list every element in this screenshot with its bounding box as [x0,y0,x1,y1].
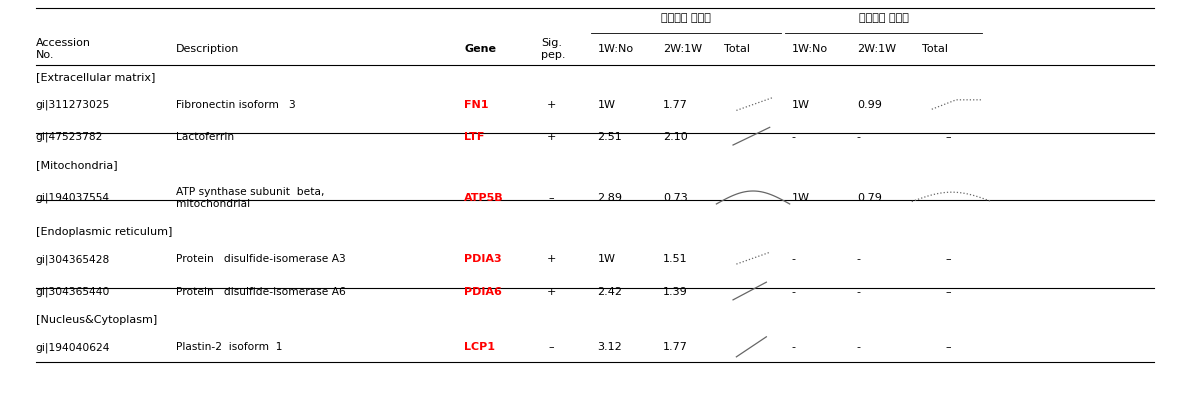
Text: [Nucleus&Cytoplasm]: [Nucleus&Cytoplasm] [36,315,157,325]
Text: ATP synthase subunit  beta,
mitochondrial: ATP synthase subunit beta, mitochondrial [176,187,325,209]
Text: Sig.
pep.: Sig. pep. [541,38,566,60]
Text: ATP5B: ATP5B [464,193,503,203]
Text: -: - [791,342,795,353]
Text: +: + [546,286,556,297]
Text: -: - [857,254,860,264]
Text: –: – [549,193,553,203]
Text: 1.51: 1.51 [663,254,688,264]
Text: gi|194040624: gi|194040624 [36,342,111,353]
Text: gi|194037554: gi|194037554 [36,193,109,203]
Text: Total: Total [724,44,750,54]
Text: 2.42: 2.42 [597,286,622,297]
Text: 2W:1W: 2W:1W [857,44,896,54]
Text: -: - [857,342,860,353]
Text: gi|47523782: gi|47523782 [36,132,104,142]
Text: 1.77: 1.77 [663,99,688,110]
Text: –: – [946,286,951,297]
Text: –: – [946,342,951,353]
Text: 2W:1W: 2W:1W [663,44,702,54]
Text: 1W:No: 1W:No [597,44,633,54]
Text: 연조직내 발현율: 연조직내 발현율 [662,13,710,23]
Text: 2.10: 2.10 [663,132,688,142]
Text: gi|304365428: gi|304365428 [36,254,109,264]
Text: 1.39: 1.39 [663,286,688,297]
Text: [Extracellular matrix]: [Extracellular matrix] [36,72,155,82]
Text: –: – [549,342,553,353]
Text: 1W: 1W [791,99,809,110]
Text: 1.77: 1.77 [663,342,688,353]
Text: +: + [546,132,556,142]
Text: [Endoplasmic reticulum]: [Endoplasmic reticulum] [36,227,173,237]
Text: 1W: 1W [791,193,809,203]
Text: PDIA6: PDIA6 [464,286,502,297]
Text: LTF: LTF [464,132,484,142]
Text: +: + [546,254,556,264]
Text: gi|304365440: gi|304365440 [36,286,109,297]
Text: Protein   disulfide-isomerase A3: Protein disulfide-isomerase A3 [176,254,346,264]
Text: Gene: Gene [464,44,496,54]
Text: Fibronectin isoform   3: Fibronectin isoform 3 [176,99,296,110]
Text: FN1: FN1 [464,99,489,110]
Text: 1W:No: 1W:No [791,44,827,54]
Text: [Mitochondria]: [Mitochondria] [36,160,118,170]
Text: -: - [791,132,795,142]
Text: PDIA3: PDIA3 [464,254,502,264]
Text: Accession
No.: Accession No. [36,38,90,60]
Text: 2.89: 2.89 [597,193,622,203]
Text: –: – [946,254,951,264]
Text: -: - [857,132,860,142]
Text: +: + [546,99,556,110]
Text: Description: Description [176,44,239,54]
Text: –: – [946,132,951,142]
Text: Lactoferrin: Lactoferrin [176,132,234,142]
Text: 0.99: 0.99 [857,99,882,110]
Text: Protein   disulfide-isomerase A6: Protein disulfide-isomerase A6 [176,286,346,297]
Text: LCP1: LCP1 [464,342,495,353]
Text: 0.73: 0.73 [663,193,688,203]
Text: Total: Total [922,44,948,54]
Text: Plastin-2  isoform  1: Plastin-2 isoform 1 [176,342,282,353]
Text: 1W: 1W [597,254,615,264]
Text: -: - [791,254,795,264]
Text: 0.79: 0.79 [857,193,882,203]
Text: -: - [857,286,860,297]
Text: -: - [791,286,795,297]
Text: 경조직내 발현율: 경조직내 발현율 [859,13,908,23]
Text: 1W: 1W [597,99,615,110]
Text: 2.51: 2.51 [597,132,622,142]
Text: 3.12: 3.12 [597,342,622,353]
Text: gi|311273025: gi|311273025 [36,99,109,110]
